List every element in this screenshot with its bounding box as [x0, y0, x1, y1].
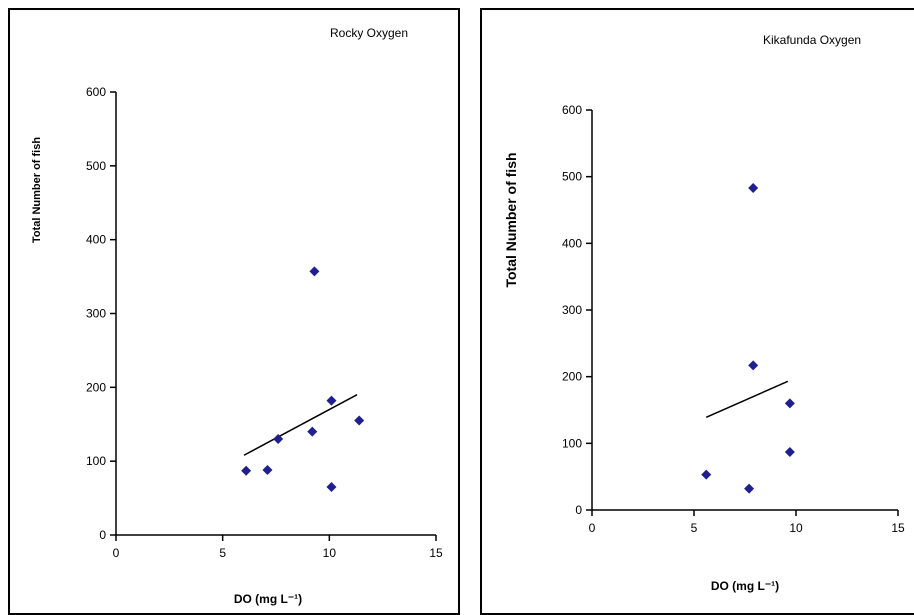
y-axis-title: Total Number of fish [503, 152, 519, 287]
y-tick-label: 600 [562, 103, 582, 117]
data-point [748, 183, 759, 193]
y-tick-label: 500 [86, 159, 106, 173]
x-tick-label: 15 [429, 546, 443, 560]
y-tick-label: 200 [562, 370, 582, 384]
y-tick-label: 0 [99, 528, 106, 542]
data-point [273, 434, 284, 445]
y-tick-label: 100 [86, 454, 106, 468]
chart-kikafunda-oxygen: 0 100 200 300 400 500 600 0 5 10 15 Kikafunda Oxyg… [503, 33, 905, 593]
x-tick-label: 0 [589, 521, 596, 535]
trend-line [705, 380, 789, 419]
data-point [744, 483, 755, 494]
y-tick-label: 400 [86, 233, 106, 247]
trend-line [243, 394, 358, 456]
y-tick-label: 100 [562, 436, 582, 450]
chart-panel-kikafunda: 0 100 200 300 400 500 600 0 5 10 15 Kikafunda Oxyg… [480, 8, 914, 615]
x-tick-label: 10 [323, 546, 337, 560]
y-axis-title: Total Number of fish [31, 137, 43, 243]
chart-rocky-oxygen: 0 100 200 300 400 500 600 0 5 10 15 Rocky Oxygen D… [31, 26, 443, 606]
data-point [784, 398, 795, 409]
data-point [701, 469, 712, 480]
data-point [309, 266, 320, 277]
x-axis-title: DO (mg L⁻¹) [234, 592, 302, 606]
chart-title: Kikafunda Oxygen [763, 33, 861, 47]
y-tick-label: 300 [86, 307, 106, 321]
x-tick-label: 10 [789, 521, 803, 535]
chart-title: Rocky Oxygen [330, 26, 408, 40]
x-tick-label: 5 [219, 546, 226, 560]
x-tick-label: 15 [891, 521, 905, 535]
x-tick-label: 5 [691, 521, 698, 535]
x-axis-title: DO (mg L⁻¹) [711, 579, 779, 593]
data-point [262, 465, 273, 476]
data-point [784, 447, 795, 457]
data-point [307, 426, 318, 437]
y-tick-label: 400 [562, 236, 582, 250]
data-point [748, 360, 759, 371]
data-point [326, 395, 337, 406]
y-tick-label: 200 [86, 380, 106, 394]
x-tick-label: 0 [113, 546, 120, 560]
chart-panel-rocky: 0 100 200 300 400 500 600 0 5 10 15 Rocky Oxygen D… [8, 8, 460, 615]
y-tick-label: 0 [575, 503, 582, 517]
data-point [326, 482, 337, 493]
data-point [354, 415, 365, 426]
data-point [241, 465, 252, 476]
y-tick-label: 600 [86, 85, 106, 99]
y-tick-label: 300 [562, 303, 582, 317]
y-tick-label: 500 [562, 170, 582, 184]
